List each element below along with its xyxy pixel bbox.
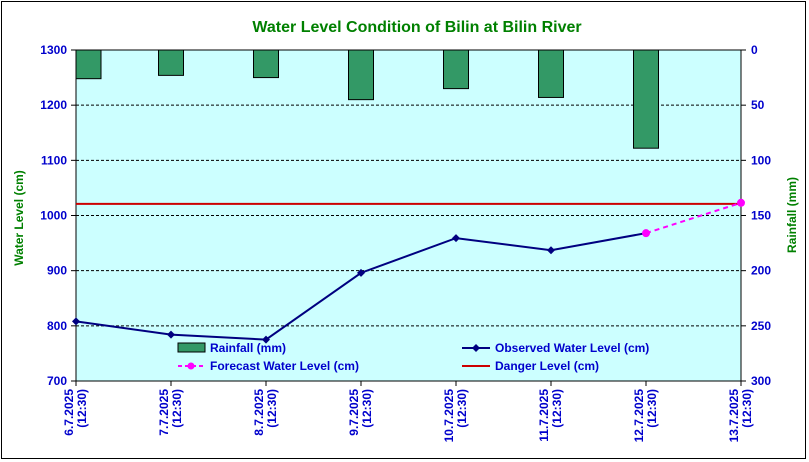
legend-rainfall-swatch bbox=[177, 342, 206, 353]
y-right-tick-label: 250 bbox=[751, 319, 771, 333]
x-tick-label: 11.7.2025(12:30) bbox=[537, 389, 564, 442]
rainfall-bar bbox=[253, 49, 279, 79]
grid-lines bbox=[76, 49, 741, 327]
y-right-tick-label: 150 bbox=[751, 209, 771, 223]
series-lines bbox=[72, 198, 745, 344]
x-tick-label: 6.7.2025(12:30) bbox=[62, 389, 89, 436]
observed-point bbox=[547, 246, 555, 255]
observed-point bbox=[262, 335, 270, 344]
observed-point bbox=[72, 317, 80, 326]
legend-observed-label: Observed Water Level (cm) bbox=[495, 341, 649, 355]
x-tick-label: 7.7.2025(12:30) bbox=[157, 389, 184, 436]
y-right-tick-label: 100 bbox=[751, 153, 771, 167]
rainfall-bar bbox=[348, 49, 374, 101]
rainfall-bar bbox=[158, 49, 184, 76]
forecast-line bbox=[645, 201, 742, 235]
y-right-tick-label: 200 bbox=[751, 264, 771, 278]
y-left-tick-label: 1000 bbox=[40, 209, 67, 223]
y-left-tick-label: 1100 bbox=[41, 153, 67, 167]
rainfall-bar bbox=[443, 49, 469, 90]
y-left-tick-label: 900 bbox=[47, 264, 67, 278]
axes: 700 800 900 1000 1100 1200 1300 0 50 100 150 200 250… bbox=[40, 43, 771, 388]
chart-title: Water Level Condition of Bilin at Bilin … bbox=[252, 19, 581, 36]
y-left-tick-label: 700 bbox=[47, 374, 67, 388]
observed-point bbox=[452, 234, 460, 243]
rainfall-bar bbox=[538, 49, 564, 98]
x-tick-label: 12.7.2025(12:30) bbox=[632, 389, 659, 443]
y-right-tick-label: 50 bbox=[751, 98, 765, 112]
y-left-tick-label: 1200 bbox=[40, 98, 67, 112]
observed-point bbox=[167, 330, 175, 339]
x-tick-label: 8.7.2025(12:30) bbox=[252, 389, 279, 436]
legend-observed-marker bbox=[472, 344, 480, 352]
legend-forecast-marker bbox=[187, 362, 195, 370]
legend-danger-label: Danger Level (cm) bbox=[495, 359, 599, 373]
observed-point bbox=[357, 268, 365, 277]
x-tick-label: 9.7.2025(12:30) bbox=[347, 389, 374, 436]
y-left-tick-label: 800 bbox=[47, 319, 67, 333]
y-axis-right-label: Rainfall (mm) bbox=[785, 177, 799, 253]
y-right-tick-label: 0 bbox=[751, 43, 758, 57]
forecast-point bbox=[737, 198, 745, 207]
x-tick-label: 10.7.2025(12:30) bbox=[442, 389, 469, 443]
rainfall-bars bbox=[75, 49, 659, 149]
x-tick-labels: 6.7.2025(12:30) 7.7.2025(12:30) 8.7.2025(1… bbox=[62, 389, 754, 443]
legend-forecast-label: Forecast Water Level (cm) bbox=[210, 359, 359, 373]
rainfall-bar bbox=[633, 49, 659, 149]
legend-rainfall-label: Rainfall (mm) bbox=[210, 341, 286, 355]
legend: Rainfall (mm) Observed Water Level (cm) … bbox=[177, 341, 649, 373]
rainfall-bar bbox=[75, 49, 102, 80]
forecast-point bbox=[642, 229, 650, 238]
x-tick-label: 13.7.2025(12:30) bbox=[727, 389, 754, 443]
y-axis-left-label: Water Level (cm) bbox=[12, 170, 26, 266]
y-left-tick-label: 1300 bbox=[40, 43, 67, 57]
y-right-tick-label: 300 bbox=[751, 374, 771, 388]
